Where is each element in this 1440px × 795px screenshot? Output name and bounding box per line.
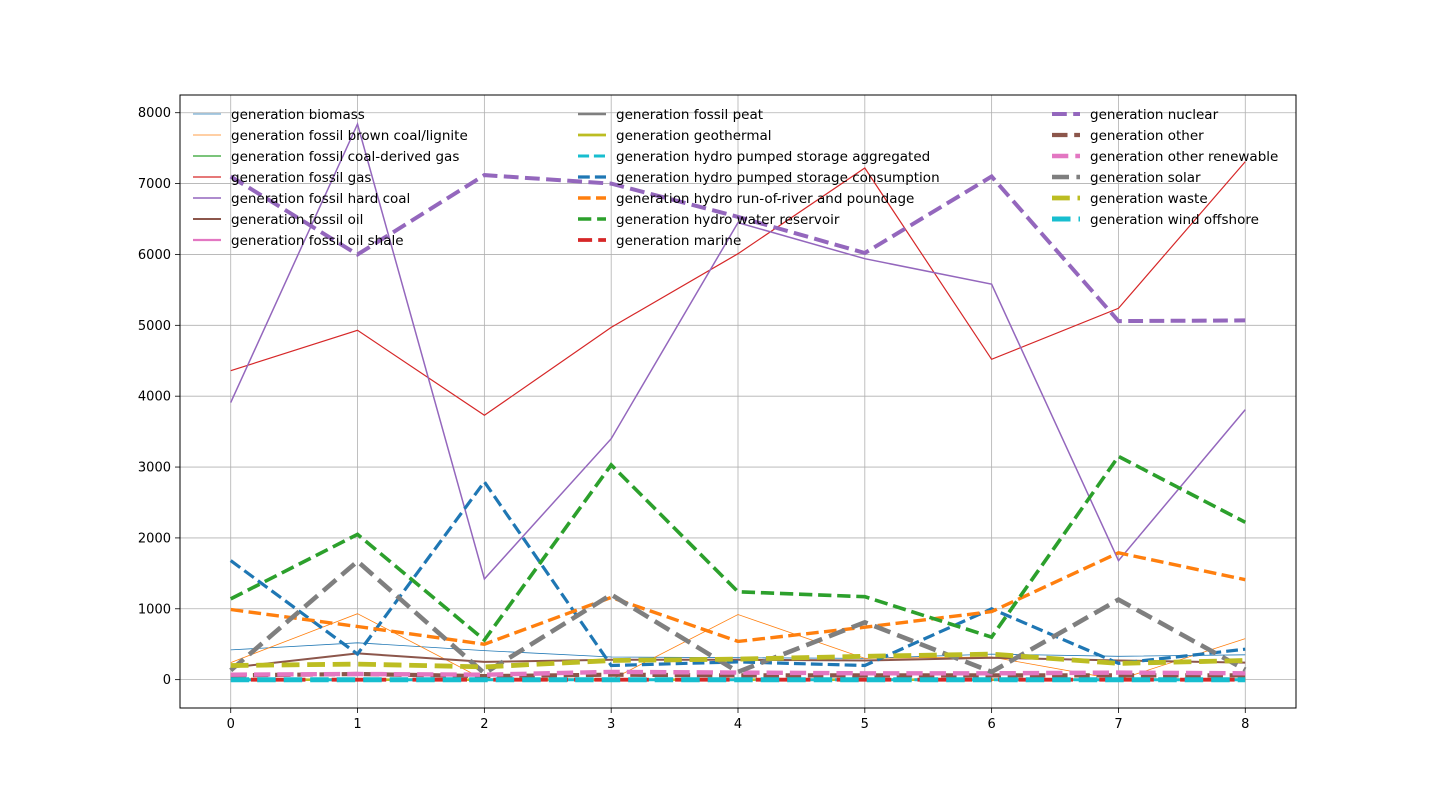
legend-entry-generation-fossil-brown-coal-lignite: generation fossil brown coal/lignite: [193, 128, 468, 144]
legend-label: generation other renewable: [1090, 149, 1278, 165]
legend-entry-generation-waste: generation waste: [1052, 191, 1208, 207]
legend-label: generation hydro water reservoir: [616, 212, 840, 228]
legend-label: generation fossil oil: [231, 212, 363, 228]
legend-label: generation fossil oil shale: [231, 233, 404, 249]
series-line-generation-fossil-gas: [230, 161, 1246, 417]
series-line-generation-fossil-hard-coal: [230, 121, 1246, 581]
legend-label: generation waste: [1090, 191, 1208, 207]
y-tick-label: 3000: [138, 461, 171, 476]
y-tick-label: 6000: [138, 248, 171, 263]
legend-entry-generation-fossil-peat: generation fossil peat: [578, 107, 763, 123]
legend-entry-generation-hydro-run-of-river-and-poundage: generation hydro run-of-river and pounda…: [578, 191, 914, 207]
x-tick-label: 7: [1114, 717, 1122, 732]
legend-label: generation hydro pumped storage consumpt…: [616, 170, 940, 186]
x-tick-label: 6: [987, 717, 995, 732]
legend-label: generation fossil peat: [616, 107, 763, 123]
legend-label: generation fossil hard coal: [231, 191, 410, 207]
x-tick-label: 1: [353, 717, 361, 732]
legend-entry-generation-hydro-pumped-storage-consumption: generation hydro pumped storage consumpt…: [578, 170, 940, 186]
legend-entry-generation-fossil-oil: generation fossil oil: [193, 212, 363, 228]
axes: 0 1 2 3 4 5 6 7 8 0 1000 2000 3000 4000 5000 6000 7000 80…: [138, 106, 1250, 732]
x-tick-label: 4: [734, 717, 742, 732]
legend: generation biomass generation fossil brow…: [193, 107, 1278, 249]
legend-label: generation nuclear: [1090, 107, 1219, 123]
legend-entry-generation-fossil-hard-coal: generation fossil hard coal: [193, 191, 410, 207]
legend-label: generation solar: [1090, 170, 1201, 186]
x-tick-label: 5: [861, 717, 869, 732]
legend-entry-generation-other-renewable: generation other renewable: [1052, 149, 1278, 165]
series-line-generation-hydro-water-reservoir: [229, 454, 1247, 643]
series-lines: [229, 121, 1247, 683]
x-tick-label: 0: [227, 717, 235, 732]
y-tick-label: 2000: [138, 531, 171, 546]
y-tick-label: 7000: [138, 177, 171, 192]
legend-label: generation fossil gas: [231, 170, 371, 186]
legend-entry-generation-geothermal: generation geothermal: [578, 128, 772, 144]
series-line-generation-waste: [230, 651, 1246, 670]
legend-entry-generation-marine: generation marine: [578, 233, 741, 249]
legend-label: generation hydro pumped storage aggregat…: [616, 149, 930, 165]
legend-entry-generation-hydro-pumped-storage-aggregated: generation hydro pumped storage aggregat…: [578, 149, 930, 165]
legend-entry-generation-wind-offshore: generation wind offshore: [1052, 212, 1259, 228]
legend-label: generation hydro run-of-river and pounda…: [616, 191, 914, 207]
legend-label: generation geothermal: [616, 128, 772, 144]
x-tick-label: 2: [480, 717, 488, 732]
series-line-generation-nuclear: [229, 173, 1246, 324]
y-tick-label: 8000: [138, 106, 171, 121]
legend-label: generation other: [1090, 128, 1204, 144]
legend-label: generation wind offshore: [1090, 212, 1259, 228]
series-line-generation-biomass: [230, 642, 1246, 659]
legend-entry-generation-fossil-coal-derived-gas: generation fossil coal-derived gas: [193, 149, 459, 165]
y-tick-label: 4000: [138, 390, 171, 405]
legend-label: generation fossil coal-derived gas: [231, 149, 459, 165]
x-tick-label: 3: [607, 717, 615, 732]
legend-label: generation marine: [616, 233, 741, 249]
x-tick-label: 8: [1241, 717, 1249, 732]
legend-entry-generation-fossil-gas: generation fossil gas: [193, 170, 371, 186]
y-tick-label: 0: [163, 673, 171, 688]
legend-entry-generation-fossil-oil-shale: generation fossil oil shale: [193, 233, 404, 249]
y-tick-label: 5000: [138, 319, 171, 334]
y-tick-label: 1000: [138, 602, 171, 617]
legend-entry-generation-solar: generation solar: [1052, 170, 1201, 186]
series-line-generation-other-renewable: [230, 669, 1246, 677]
legend-entry-generation-hydro-water-reservoir: generation hydro water reservoir: [578, 212, 840, 228]
legend-entry-generation-nuclear: generation nuclear: [1052, 107, 1219, 123]
legend-label: generation biomass: [231, 107, 365, 123]
legend-label: generation fossil brown coal/lignite: [231, 128, 468, 144]
series-line-generation-hydro-run-of-river-and-poundage: [230, 551, 1246, 646]
series-line-generation-solar: [229, 558, 1247, 677]
legend-entry-generation-biomass: generation biomass: [193, 107, 365, 123]
legend-entry-generation-other: generation other: [1052, 128, 1204, 144]
